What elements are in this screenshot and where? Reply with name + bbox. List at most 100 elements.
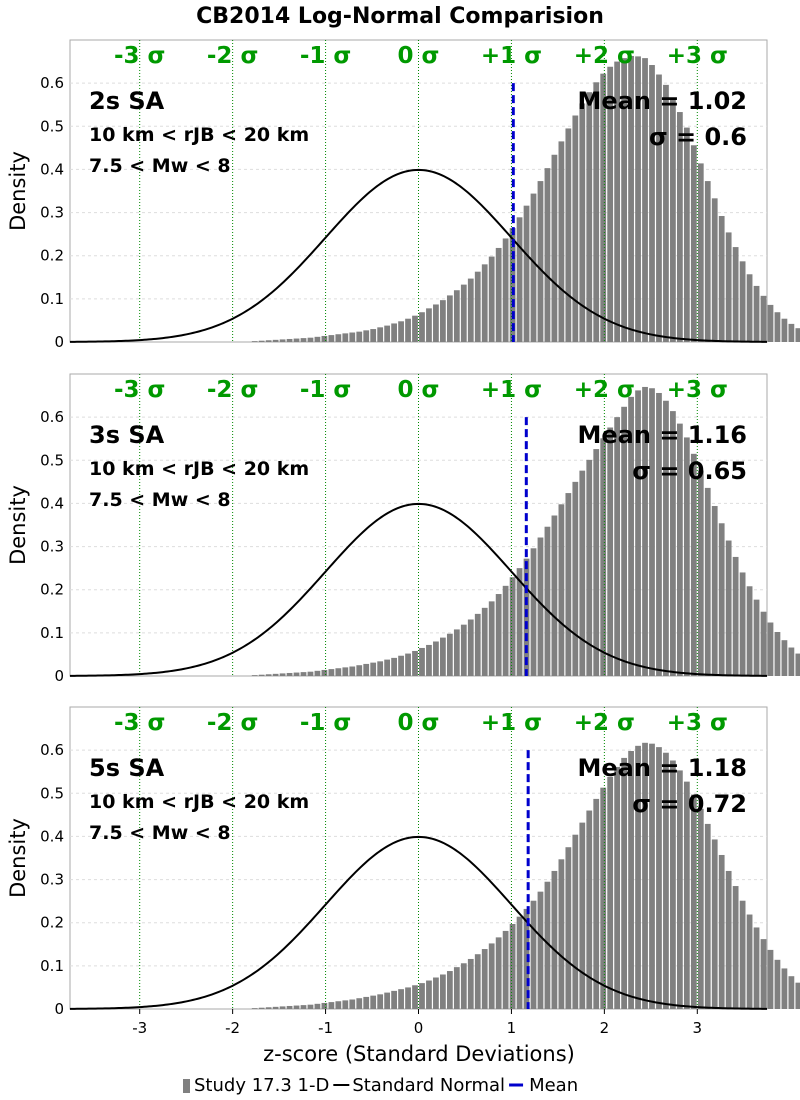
histogram-bar (446, 971, 453, 1009)
histogram-bar (398, 321, 404, 342)
histogram-bar (614, 766, 621, 1009)
histogram-bar (391, 657, 397, 676)
histogram-bar (774, 959, 781, 1009)
histogram-bar (328, 1002, 335, 1009)
histogram-bar (488, 943, 495, 1009)
histogram-bar (426, 308, 432, 342)
sigma-label: 0 σ (398, 710, 440, 736)
histogram-bar (405, 987, 411, 1009)
histogram-bar (663, 84, 669, 343)
sigma-value-label: σ = 0.72 (632, 790, 747, 818)
chart-title: CB2014 Log-Normal Comparision (196, 4, 604, 29)
histogram-bar (293, 672, 300, 676)
histogram-bar (746, 914, 753, 1009)
histogram-bar (467, 958, 474, 1009)
standard-normal-curve (69, 502, 768, 677)
histogram-bar (621, 757, 627, 1009)
histogram-bar (251, 1008, 258, 1009)
histogram-bar (642, 742, 648, 1009)
histogram-bar (670, 97, 676, 342)
y-tick-label: 0.2 (40, 581, 64, 599)
histogram-bar (502, 238, 509, 342)
histogram-bar (377, 994, 384, 1009)
histogram-bar (460, 963, 467, 1009)
histogram-bar (272, 339, 279, 342)
mean-value-label: Mean = 1.16 (578, 421, 747, 449)
histogram-bar (537, 891, 544, 1009)
histogram-bar (586, 92, 593, 343)
y-axis-label: Density (6, 151, 30, 231)
period-label: 5s SA (89, 754, 165, 782)
histogram-bar (335, 668, 342, 676)
histogram-bar (572, 115, 579, 342)
histogram-bar (391, 990, 397, 1009)
histogram-bar (690, 453, 697, 676)
legend-label: Standard Normal (352, 1075, 505, 1096)
histogram-bar (767, 949, 774, 1009)
histogram-bar (753, 599, 760, 676)
sigma-label: +2 σ (574, 43, 635, 69)
y-tick-label: 0.2 (40, 247, 64, 265)
histogram-bar (251, 341, 258, 342)
histogram-bar (426, 980, 432, 1009)
y-tick-label: 0.4 (40, 160, 64, 178)
histogram-bar (614, 417, 621, 676)
histogram-bar (412, 650, 418, 676)
histogram-bar (739, 900, 746, 1009)
histogram-bar (530, 548, 537, 676)
histogram-bar (356, 998, 363, 1009)
sigma-label: -2 σ (207, 710, 258, 736)
histogram-bar (307, 1004, 314, 1009)
histogram-bar (488, 601, 495, 676)
histogram-bar (704, 823, 711, 1009)
histogram-bar (586, 459, 593, 676)
histogram-bar (697, 808, 704, 1009)
sigma-value-label: σ = 0.6 (649, 123, 747, 151)
histogram-bar (265, 340, 272, 342)
histogram-bar (565, 128, 572, 342)
histogram-bar (579, 470, 586, 676)
legend-label: Study 17.3 1-D (194, 1075, 329, 1096)
histogram-bar (509, 924, 516, 1009)
histogram-bar (370, 662, 377, 676)
histogram-bar (258, 674, 265, 676)
histogram-bar (251, 675, 258, 676)
x-axis-label: z-score (Standard Deviations) (263, 1042, 575, 1066)
histogram-bar (502, 930, 509, 1009)
histogram-bar (579, 103, 586, 342)
histogram-bar (384, 325, 391, 342)
legend-swatch (183, 1079, 190, 1093)
x-tick-label: 0 (414, 1019, 424, 1037)
histogram-bar (767, 622, 774, 676)
y-tick-label: 0.3 (40, 204, 64, 222)
histogram-bar (481, 949, 488, 1009)
standard-normal-curve (69, 835, 768, 1010)
histogram-bar (635, 390, 641, 676)
histogram-bar (349, 332, 356, 342)
histogram-bar (565, 847, 572, 1009)
mean-value-label: Mean = 1.02 (578, 87, 747, 115)
histogram-bar (739, 261, 746, 342)
histogram-bar (628, 396, 634, 676)
histogram-bar (460, 624, 467, 676)
histogram-bar (286, 672, 293, 676)
histogram-bar (781, 318, 788, 342)
histogram-bar (593, 449, 600, 676)
histogram-bar (572, 834, 579, 1009)
y-tick-label: 0.6 (40, 74, 64, 92)
histogram-bar (642, 58, 648, 343)
histogram-bar (293, 338, 300, 342)
histogram-bar (781, 968, 788, 1009)
x-tick-label: 2 (600, 1019, 610, 1037)
histogram-bar (314, 336, 321, 342)
y-tick-label: 0.1 (40, 290, 64, 308)
histogram-bar (453, 967, 460, 1009)
histogram-bar (718, 854, 725, 1009)
histogram-bar (349, 666, 356, 676)
panel-3: 0 0.1 0.2 0.3 0.4 0.5 0.6 -3 σ -2 σ -1 σ 0 σ +1 σ +2… (6, 706, 800, 1037)
histogram-bar (670, 411, 676, 676)
histogram-bar (467, 619, 474, 676)
histogram-bar (474, 613, 481, 676)
histogram-bar (551, 515, 558, 676)
